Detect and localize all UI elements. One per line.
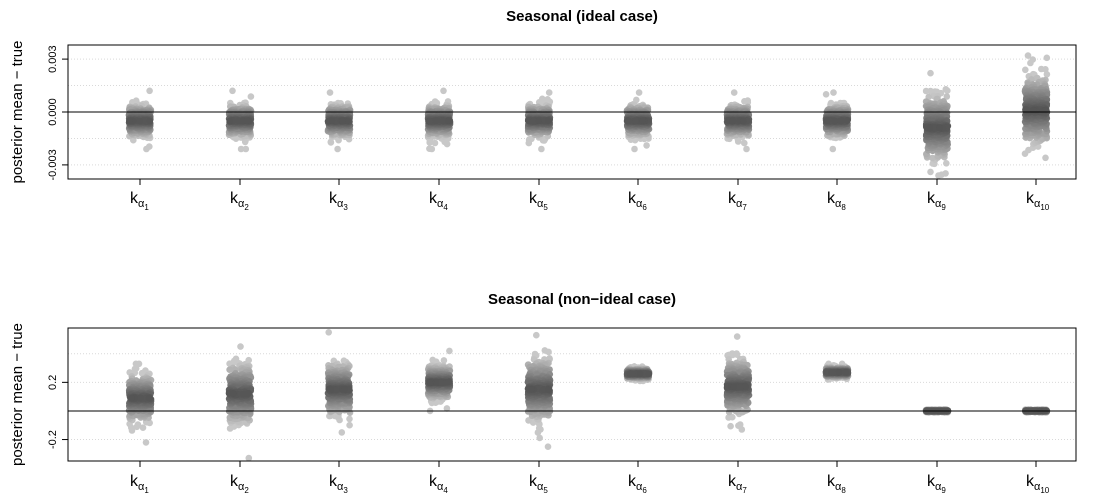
panel-1-point-k7-0 [731, 89, 738, 96]
panel-2-point-k1-0 [143, 439, 150, 446]
panel-1-point-k8-418 [838, 118, 845, 125]
panel-1-point-k6-2 [643, 142, 650, 149]
panel-1-point-k5-420 [535, 118, 542, 125]
panel-1-ytick-label-2: 0.003 [47, 45, 59, 73]
panel-1-point-k2-0 [229, 88, 236, 95]
panel-1-point-k1-0 [146, 88, 153, 95]
panel-2-point-k2-1 [237, 343, 244, 350]
panel-1-xlabel-k-alpha-6: kα6 [628, 190, 647, 212]
panel-1-point-k9-3 [942, 170, 949, 177]
panel-1-point-k8-1 [830, 146, 837, 153]
panel-1-point-k2-3 [248, 93, 255, 100]
panel-1-point-k3-420 [339, 118, 346, 125]
panel-1-ytick-label-1: 0.000 [47, 98, 59, 126]
panel-1-point-k8-0 [830, 89, 837, 96]
panel-1-point-k1-421 [126, 118, 133, 125]
panel-1-xlabel-k-alpha-3: kα3 [329, 190, 348, 212]
panel-2-point-k1-416 [137, 395, 144, 402]
panel-2-points [126, 329, 1050, 461]
panel-1-point-k9-420 [927, 125, 934, 132]
panel-1-point-k7-420 [740, 118, 747, 125]
panel-2-point-k2-44 [226, 366, 233, 373]
panel-1-point-k10-13 [1044, 71, 1051, 78]
panel-1-xlabel-k-alpha-8: kα8 [827, 190, 846, 212]
panel-2-point-k1-420 [128, 395, 135, 402]
panel-1-point-k4-416 [426, 118, 433, 125]
panel-1-ylabel: posterior mean − true [9, 41, 26, 184]
panel-1-point-k6-421 [639, 118, 646, 125]
panel-1-point-k7-421 [729, 118, 736, 125]
panel-1-point-k3-1 [334, 146, 341, 153]
panel-1-point-k4-421 [445, 118, 452, 125]
panel-1-point-k10-8 [1022, 67, 1029, 74]
panel-1-title: Seasonal (ideal case) [506, 8, 658, 25]
panel-1-xlabel-k-alpha-5: kα5 [529, 190, 548, 212]
panel-1-point-k6-1 [631, 146, 638, 153]
panel-1-xlabel-k-alpha-7: kα7 [728, 190, 747, 212]
panel-1-points [126, 52, 1050, 179]
panel-2-point-k2-0 [246, 455, 253, 462]
panel-1-ytick-label-0: -0.003 [47, 149, 59, 180]
panel-1-point-k7-1 [743, 146, 750, 153]
panel-1-point-k9-4 [927, 169, 934, 176]
panel-1: -0.003 0.000 0.003 posterior mean − true Sea… [9, 8, 1076, 212]
panel-1-point-k9-421 [936, 125, 943, 132]
panel-1-xlabel-k-alpha-4: kα4 [429, 190, 448, 212]
panel-1-point-k10-421 [1030, 107, 1037, 114]
panel-1-point-k1-2 [146, 143, 153, 150]
panel-1-point-k9-8 [923, 88, 930, 95]
panel-1-point-k9-6 [944, 87, 951, 94]
panel-1-point-k2-421 [244, 118, 251, 125]
panel-2-point-k1-421 [146, 395, 153, 402]
panel-1-point-k3-0 [327, 89, 334, 96]
panel-1-point-k4-420 [433, 117, 440, 124]
panel-1-point-k10-1 [1044, 55, 1051, 62]
panel-1-point-k8-419 [844, 117, 851, 124]
panel-1-xlabel-k-alpha-9: kα9 [927, 190, 946, 212]
panel-1-point-k4-2 [426, 145, 433, 152]
panel-1-point-k1-419 [136, 118, 143, 125]
panel-1-point-k7-2 [741, 140, 748, 147]
panel-1-point-k2-2 [243, 146, 250, 153]
panel-1-point-k10-4 [1027, 60, 1034, 67]
panel-1-point-k1-417 [147, 118, 154, 125]
panel-1-xlabel-k-alpha-10: kα10 [1026, 190, 1050, 212]
panel-1-point-k9-13 [943, 160, 950, 167]
panel-1-point-k8-421 [824, 118, 831, 125]
panel-2-point-k1-10 [135, 421, 142, 428]
panel-1-point-k8-420 [832, 118, 839, 125]
panel-1-point-k8-2 [823, 91, 830, 98]
panel-1-point-k10-419 [1042, 107, 1049, 114]
panel-1-point-k9-0 [927, 70, 934, 77]
panel-1-point-k6-414 [626, 118, 633, 125]
panel-1-point-k5-421 [545, 118, 552, 125]
panel-1-point-k6-0 [636, 89, 643, 96]
panel-1-point-k5-0 [546, 89, 553, 96]
panel-1-point-k5-1 [538, 146, 545, 153]
panel-1-point-k4-0 [440, 88, 447, 95]
panel-1-point-k10-3 [1042, 155, 1049, 162]
panel-1-point-k3-421 [329, 118, 336, 125]
panel-1-xlabel-k-alpha-2: kα2 [230, 190, 249, 212]
panel-1-xlabel-k-alpha-1: kα1 [130, 190, 149, 212]
panel-1-point-k2-420 [226, 118, 233, 125]
